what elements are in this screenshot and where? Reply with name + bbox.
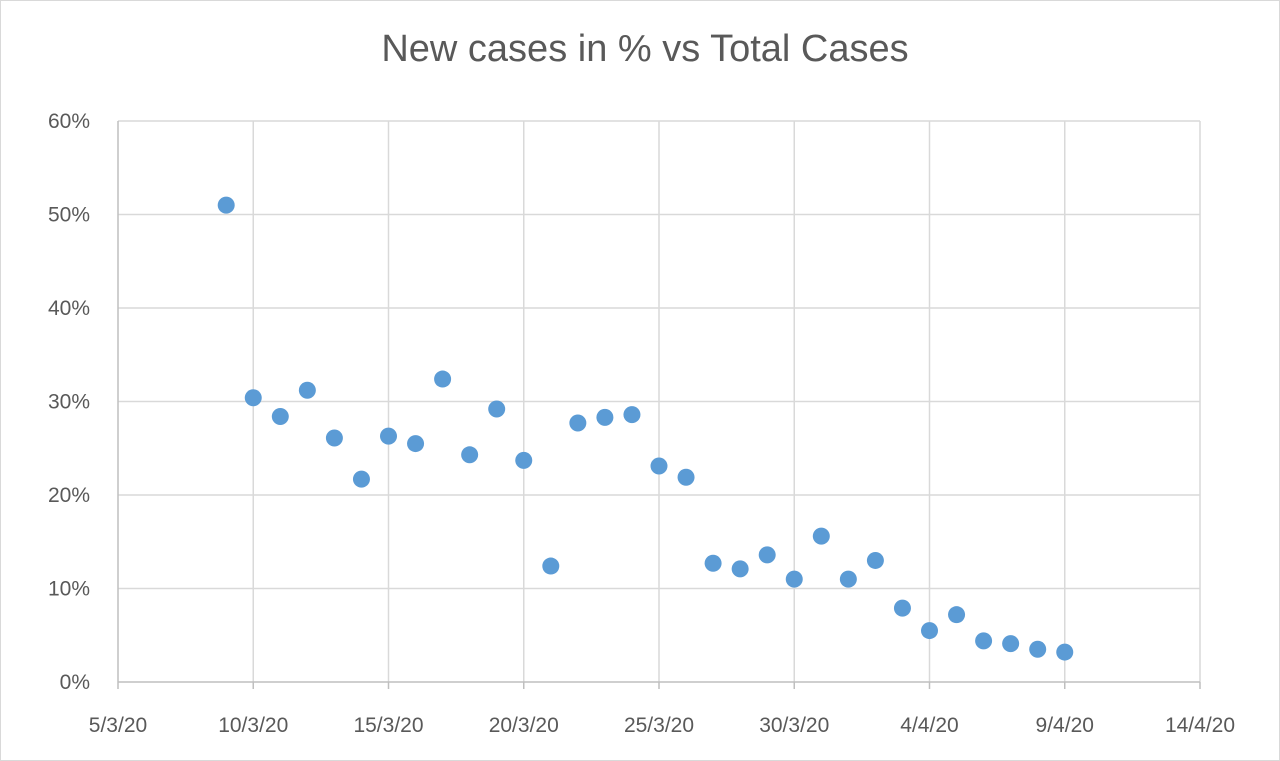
x-tick-label: 20/3/20 [489,714,559,737]
data-point [434,370,452,388]
data-point [975,632,993,650]
data-point [515,451,533,469]
data-point [866,551,884,569]
y-tick-label: 20% [48,484,90,507]
data-point [325,429,343,447]
data-point [893,599,911,617]
data-point [948,606,966,624]
data-point [488,400,506,418]
x-tick-label: 25/3/20 [624,714,694,737]
data-point [352,470,370,488]
tick-labels: 0% 10% 20% 30% 40% 50% 60% 5/3/20 10/3/20 15/3/20… [48,110,1235,737]
data-point [677,468,695,486]
data-point [785,570,803,588]
chart-title: New cases in % vs Total Cases [381,28,909,70]
y-tick-label: 10% [48,578,90,601]
data-point [839,570,857,588]
data-point [1002,635,1020,653]
y-tick-label: 0% [60,671,90,694]
gridlines [118,120,1201,682]
data-point [921,622,938,640]
x-tick-label: 4/4/20 [900,714,958,737]
x-tick-label: 14/4/20 [1165,714,1235,737]
y-tick-label: 40% [48,297,90,320]
x-tick-label: 9/4/20 [1036,714,1094,737]
data-point [298,381,316,399]
data-points [217,196,1074,661]
data-point [380,427,397,445]
data-point [271,407,289,425]
data-point [758,546,776,564]
data-point [542,557,560,575]
y-tick-label: 50% [48,204,90,227]
axes [117,121,1201,689]
data-point [623,406,641,424]
x-tick-label: 10/3/20 [218,714,288,737]
data-point [650,457,668,475]
y-tick-label: 60% [48,110,90,133]
data-point [1029,640,1047,658]
data-point [569,414,587,432]
x-tick-label: 15/3/20 [353,714,423,737]
data-point [461,446,479,464]
data-point [596,408,614,426]
y-tick-label: 30% [48,391,90,414]
data-point [704,554,722,572]
x-tick-label: 5/3/20 [89,714,147,737]
data-point [812,527,830,545]
data-point [217,196,235,214]
data-point [244,389,262,407]
x-tick-label: 30/3/20 [759,714,829,737]
data-point [1056,643,1074,661]
data-point [731,560,749,578]
data-point [407,435,425,453]
